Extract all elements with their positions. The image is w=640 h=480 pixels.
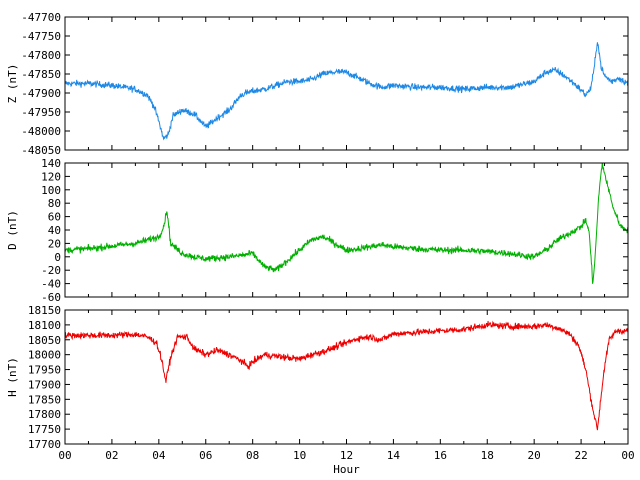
x-tick-label: 14 xyxy=(387,449,401,462)
x-tick-label: 06 xyxy=(199,449,212,462)
y-tick-label-h: 18150 xyxy=(28,304,61,317)
y-tick-label-h: 18000 xyxy=(28,349,61,362)
y-tick-label-d: -60 xyxy=(41,291,61,304)
x-tick-label: 20 xyxy=(528,449,541,462)
x-tick-label: 02 xyxy=(105,449,118,462)
plot-frame-h xyxy=(64,309,629,445)
y-tick-label-z: -47850 xyxy=(21,68,61,81)
x-tick-label: 10 xyxy=(293,449,306,462)
x-axis-label: Hour xyxy=(333,463,360,476)
y-tick-label-d: 0 xyxy=(54,251,61,264)
x-tick-label: 00 xyxy=(58,449,71,462)
y-axis-label-z: Z (nT) xyxy=(6,64,19,104)
panel-z: -48050 -48000 -47950 -47900 -47850 -47800 -477… xyxy=(6,11,629,157)
y-tick-label-z: -47950 xyxy=(21,106,61,119)
y-tick-label-h: 17700 xyxy=(28,438,61,451)
y-axis-label-h: H (nT) xyxy=(6,357,19,397)
y-tick-label-z: -47800 xyxy=(21,49,61,62)
y-tick-label-h: 17850 xyxy=(28,393,61,406)
y-axis-label-d: D (nT) xyxy=(6,210,19,250)
trace-z xyxy=(65,42,628,141)
x-tick-label: 04 xyxy=(152,449,166,462)
y-tick-label-z: -47750 xyxy=(21,30,61,43)
trace-h xyxy=(65,320,628,431)
y-tick-label-h: 18100 xyxy=(28,319,61,332)
y-tick-label-z: -47700 xyxy=(21,11,61,24)
y-tick-label-h: 17750 xyxy=(28,423,61,436)
y-tick-label-d: 140 xyxy=(41,157,61,170)
plot-frame-z xyxy=(64,16,629,151)
y-tick-label-d: 60 xyxy=(48,211,61,224)
y-tick-label-h: 17900 xyxy=(28,378,61,391)
y-tick-label-d: 80 xyxy=(48,197,61,210)
x-tick-label: 00 xyxy=(621,449,634,462)
x-tick-label: 12 xyxy=(340,449,353,462)
x-axis: 00 02 04 06 08 10 12 14 16 18 20 22 00 Hour xyxy=(58,449,634,476)
y-tick-label-z: -48050 xyxy=(21,144,61,157)
y-tick-label-h: 17950 xyxy=(28,364,61,377)
trace-d xyxy=(65,163,628,284)
chart-panels: -48050 -48000 -47950 -47900 -47850 -47800 -477… xyxy=(6,11,629,451)
y-tick-label-z: -48000 xyxy=(21,125,61,138)
y-tick-label-z: -47900 xyxy=(21,87,61,100)
y-tick-label-d: -40 xyxy=(41,278,61,291)
x-tick-label: 08 xyxy=(246,449,259,462)
y-tick-label-d: 100 xyxy=(41,184,61,197)
plot-frame-d xyxy=(64,162,629,298)
y-tick-label-d: -20 xyxy=(41,264,61,277)
y-tick-label-h: 17800 xyxy=(28,408,61,421)
y-tick-label-d: 120 xyxy=(41,170,61,183)
x-tick-label: 16 xyxy=(434,449,447,462)
y-tick-label-d: 20 xyxy=(48,237,61,250)
y-tick-label-h: 18050 xyxy=(28,334,61,347)
x-tick-label: 18 xyxy=(481,449,494,462)
y-tick-label-d: 40 xyxy=(48,224,61,237)
x-tick-label: 22 xyxy=(574,449,587,462)
